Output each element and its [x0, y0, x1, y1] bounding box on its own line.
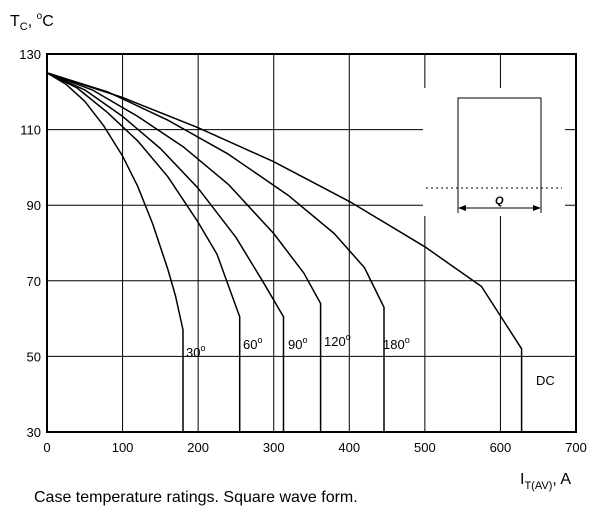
curve-60	[46, 72, 241, 432]
y-axis-title-main: T	[10, 13, 20, 30]
x-tick-labels: 0 100 200 300 400 500 600 700	[43, 440, 586, 455]
plot-frame	[46, 53, 577, 433]
curve-label-120: 120o	[324, 332, 351, 349]
x-tick-label: 600	[490, 440, 512, 455]
x-axis-title-unit: , A	[552, 471, 571, 488]
chart-caption: Case temperature ratings. Square wave fo…	[34, 489, 358, 506]
curve-90	[46, 72, 285, 432]
y-axis-title-sep: ,	[28, 13, 37, 30]
y-tick-label: 90	[27, 198, 41, 213]
inset-arrowhead-right	[533, 205, 541, 211]
inset-pulse-width-label: Q	[495, 195, 504, 207]
curve-dc	[46, 72, 523, 432]
x-tick-label: 400	[338, 440, 360, 455]
x-tick-label: 200	[187, 440, 209, 455]
waveform-inset: Q	[423, 88, 565, 216]
inset-arrowhead-left	[458, 205, 466, 211]
x-axis-title-main: I	[520, 471, 524, 488]
x-tick-label: 500	[414, 440, 436, 455]
y-axis-title: TC, oC	[10, 11, 54, 33]
x-tick-label: 300	[263, 440, 285, 455]
y-axis-title-sub: C	[20, 21, 28, 33]
x-tick-label: 100	[112, 440, 134, 455]
curve-180	[46, 72, 385, 432]
y-tick-label: 110	[20, 123, 41, 138]
inset-backdrop	[423, 88, 565, 216]
y-tick-labels: 30 50 70 90 110 130	[19, 47, 41, 440]
y-tick-label: 130	[19, 47, 41, 62]
curve-label-180: 180o	[383, 335, 410, 352]
curve-label-30: 30o	[186, 343, 205, 360]
curve-labels: 30o 60o 90o 120o 180o DC	[186, 332, 555, 388]
y-tick-label: 50	[27, 349, 41, 364]
curve-120	[46, 72, 322, 432]
x-tick-label: 700	[565, 440, 587, 455]
y-axis-title-unit: C	[42, 13, 54, 30]
y-tick-label: 70	[27, 274, 41, 289]
curve-label-60: 60o	[243, 335, 262, 352]
curve-30	[46, 72, 184, 432]
x-tick-label: 0	[43, 440, 50, 455]
y-tick-label: 30	[27, 425, 41, 440]
curve-group	[46, 72, 523, 432]
x-axis-title-sub: T(AV)	[524, 480, 552, 492]
curve-label-90: 90o	[288, 335, 307, 352]
inset-pulse	[457, 97, 542, 213]
x-axis-title: IT(AV), A	[520, 471, 571, 492]
curve-label-dc: DC	[536, 373, 555, 388]
y-axis-title-deg: o	[37, 11, 43, 22]
